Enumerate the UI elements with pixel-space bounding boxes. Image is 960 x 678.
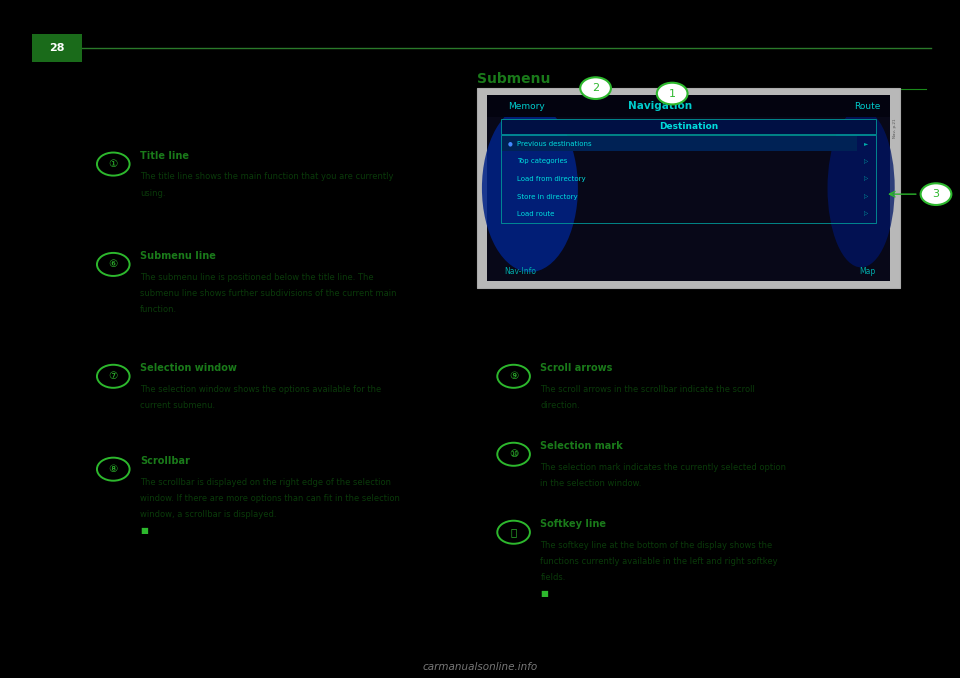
Text: Top categories: Top categories xyxy=(517,159,567,164)
FancyBboxPatch shape xyxy=(477,88,900,288)
Text: ▷: ▷ xyxy=(864,176,868,182)
Text: The selection window shows the options available for the: The selection window shows the options a… xyxy=(140,384,381,394)
Text: ▷: ▷ xyxy=(864,159,868,164)
Text: ⑧: ⑧ xyxy=(108,464,118,474)
Text: The scroll arrows in the scrollbar indicate the scroll: The scroll arrows in the scrollbar indic… xyxy=(540,384,756,394)
Text: Load from directory: Load from directory xyxy=(517,176,586,182)
Text: in the selection window.: in the selection window. xyxy=(540,479,642,488)
Text: Nav, p.21: Nav, p.21 xyxy=(893,118,897,138)
Text: Navigation: Navigation xyxy=(628,101,692,111)
Text: ⑦: ⑦ xyxy=(108,372,118,381)
Text: 2: 2 xyxy=(592,83,599,93)
Text: ■: ■ xyxy=(540,589,548,599)
Text: Memory: Memory xyxy=(508,102,544,111)
Text: Softkey line: Softkey line xyxy=(540,519,607,529)
Text: window. If there are more options than can fit in the selection: window. If there are more options than c… xyxy=(140,494,400,503)
Text: ⑥: ⑥ xyxy=(108,260,118,269)
Text: ①: ① xyxy=(108,159,118,169)
Circle shape xyxy=(657,83,687,104)
FancyBboxPatch shape xyxy=(501,119,876,134)
Text: 28: 28 xyxy=(49,43,64,53)
Text: function.: function. xyxy=(140,305,178,315)
Text: fields.: fields. xyxy=(540,573,565,582)
FancyBboxPatch shape xyxy=(487,95,890,117)
Text: Route: Route xyxy=(854,102,880,111)
FancyBboxPatch shape xyxy=(502,136,857,151)
Text: Scrollbar: Scrollbar xyxy=(140,456,190,466)
Text: Submenu line: Submenu line xyxy=(140,251,216,261)
Text: ●: ● xyxy=(508,141,512,146)
Text: Map: Map xyxy=(859,266,876,276)
Circle shape xyxy=(580,77,611,99)
Circle shape xyxy=(921,183,951,205)
Text: ■: ■ xyxy=(140,526,148,536)
Text: ⑨: ⑨ xyxy=(509,372,518,381)
Text: ▷: ▷ xyxy=(864,212,868,217)
Text: Nav-Info: Nav-Info xyxy=(504,266,536,276)
Text: Store in directory: Store in directory xyxy=(517,194,578,199)
Text: Submenu: Submenu xyxy=(477,72,550,86)
Text: Title line: Title line xyxy=(140,151,189,161)
Text: Selection mark: Selection mark xyxy=(540,441,623,451)
Text: 1: 1 xyxy=(669,89,676,98)
Text: ▷: ▷ xyxy=(864,194,868,199)
Text: ►: ► xyxy=(864,141,868,146)
Text: 3: 3 xyxy=(932,189,940,199)
FancyBboxPatch shape xyxy=(32,34,82,62)
Ellipse shape xyxy=(482,104,578,272)
Text: ⑩: ⑩ xyxy=(509,450,518,459)
Text: Scroll arrows: Scroll arrows xyxy=(540,363,612,373)
Text: carmanualsonline.info: carmanualsonline.info xyxy=(422,662,538,672)
Text: The submenu line is positioned below the title line. The: The submenu line is positioned below the… xyxy=(140,273,373,282)
Text: direction.: direction. xyxy=(540,401,580,410)
Text: Load route: Load route xyxy=(517,212,555,217)
Text: functions currently available in the left and right softkey: functions currently available in the lef… xyxy=(540,557,779,566)
Text: using.: using. xyxy=(140,188,166,198)
FancyBboxPatch shape xyxy=(487,95,890,281)
Text: Selection window: Selection window xyxy=(140,363,237,373)
Text: ⑪: ⑪ xyxy=(511,527,516,537)
Text: The selection mark indicates the currently selected option: The selection mark indicates the current… xyxy=(540,462,786,472)
Text: current submenu.: current submenu. xyxy=(140,401,215,410)
Text: The scrollbar is displayed on the right edge of the selection: The scrollbar is displayed on the right … xyxy=(140,477,391,487)
Text: The title line shows the main function that you are currently: The title line shows the main function t… xyxy=(140,172,394,182)
Text: window, a scrollbar is displayed.: window, a scrollbar is displayed. xyxy=(140,510,276,519)
Text: The softkey line at the bottom of the display shows the: The softkey line at the bottom of the di… xyxy=(540,540,773,550)
Text: submenu line shows further subdivisions of the current main: submenu line shows further subdivisions … xyxy=(140,289,396,298)
Text: Previous destinations: Previous destinations xyxy=(517,141,592,146)
Ellipse shape xyxy=(828,109,895,267)
Text: Destination: Destination xyxy=(659,121,718,131)
